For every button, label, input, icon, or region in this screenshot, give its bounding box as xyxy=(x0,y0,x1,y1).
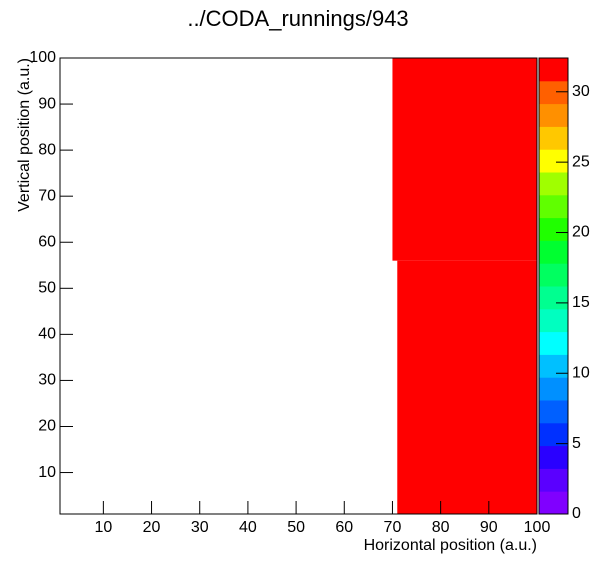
color-scale-band xyxy=(539,126,568,150)
x-tick-label: 90 xyxy=(480,519,498,536)
x-tick-label: 40 xyxy=(239,519,257,536)
color-scale-band xyxy=(539,308,568,333)
plot-frame xyxy=(59,57,538,515)
y-tick-label: 70 xyxy=(38,187,56,204)
y-tick-label: 60 xyxy=(38,233,56,250)
x-tick-label: 30 xyxy=(191,519,209,536)
x-tick-label: 50 xyxy=(287,519,305,536)
y-axis-title: Vertical position (a.u.) xyxy=(16,58,33,212)
heatmap-cell xyxy=(392,58,537,261)
heatmap-cell xyxy=(397,260,537,514)
color-scale-band xyxy=(539,286,568,310)
color-scale-band xyxy=(539,80,568,105)
color-scale-band xyxy=(539,400,568,424)
y-tick-label: 100 xyxy=(29,49,56,66)
y-tick-label: 30 xyxy=(38,372,56,389)
z-tick-label: 30 xyxy=(572,83,590,100)
color-scale-frame xyxy=(538,57,569,515)
y-tick-label: 40 xyxy=(38,326,56,343)
y-tick-label: 20 xyxy=(38,418,56,435)
color-scale-band xyxy=(539,240,568,264)
color-scale-band xyxy=(539,58,568,82)
color-scale-band xyxy=(539,354,568,378)
z-tick-label: 5 xyxy=(572,435,581,452)
chart-title: ../CODA_runnings/943 xyxy=(187,6,408,31)
y-tick-label: 10 xyxy=(38,464,56,481)
color-scale-band xyxy=(539,103,568,127)
color-scale-band xyxy=(539,491,568,515)
color-scale-band xyxy=(539,468,568,492)
color-scale-band xyxy=(539,331,568,355)
color-scale-band xyxy=(539,172,568,196)
z-tick-label: 10 xyxy=(572,364,590,381)
y-tick-label: 80 xyxy=(38,141,56,158)
x-tick-label: 10 xyxy=(94,519,112,536)
x-tick-label: 60 xyxy=(335,519,353,536)
y-tick-label: 90 xyxy=(38,95,56,112)
color-scale-band xyxy=(539,377,568,401)
color-scale-band xyxy=(539,263,568,287)
x-tick-label: 80 xyxy=(432,519,450,536)
z-tick-label: 0 xyxy=(572,505,581,522)
color-scale-band xyxy=(539,445,568,469)
x-axis-title: Horizontal position (a.u.) xyxy=(364,537,537,554)
x-tick-label: 70 xyxy=(384,519,402,536)
color-scale-band xyxy=(539,194,568,219)
color-scale-band xyxy=(539,422,568,447)
y-tick-label: 50 xyxy=(38,280,56,297)
x-tick-label: 20 xyxy=(143,519,161,536)
z-tick-label: 15 xyxy=(572,294,590,311)
color-scale-band xyxy=(539,149,568,173)
z-tick-label: 20 xyxy=(572,224,590,241)
z-tick-label: 25 xyxy=(572,153,590,170)
color-scale-band xyxy=(539,217,568,241)
x-tick-label: 100 xyxy=(524,519,551,536)
